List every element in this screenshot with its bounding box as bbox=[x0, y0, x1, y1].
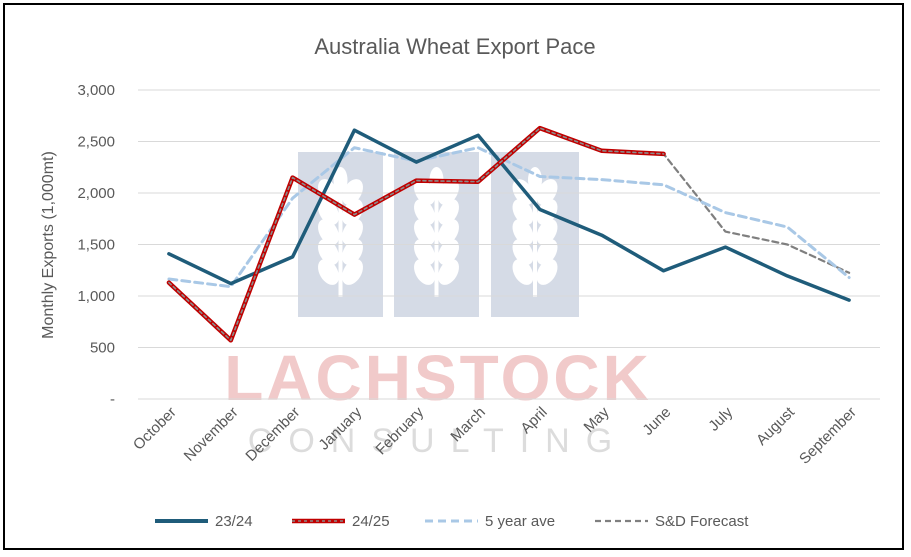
y-tick-label: 1,500 bbox=[77, 237, 115, 254]
legend-item-24-25: 24/25 bbox=[292, 513, 390, 530]
gridlines bbox=[138, 89, 880, 400]
y-tick-label: - bbox=[110, 391, 115, 408]
y-tick-label: 1,000 bbox=[77, 288, 115, 305]
legend-label: S&D Forecast bbox=[655, 513, 749, 530]
legend-item-5-year-ave: 5 year ave bbox=[425, 513, 555, 530]
y-tick-label: 3,000 bbox=[77, 82, 115, 99]
watermark-sub-text: CONSULTING bbox=[248, 422, 628, 460]
y-tick-label: 2,500 bbox=[77, 134, 115, 151]
legend: 23/24 24/25 5 year ave S&D Forecast bbox=[155, 513, 749, 530]
legend-label: 5 year ave bbox=[485, 513, 555, 530]
chart-title: Australia Wheat Export Pace bbox=[314, 34, 595, 59]
watermark-brand-text: LACHSTOCK bbox=[224, 342, 652, 414]
x-tick-label-july: July bbox=[705, 403, 736, 434]
y-tick-label: 2,000 bbox=[77, 185, 115, 202]
series-line-23-24 bbox=[167, 128, 851, 302]
y-tick-label: 500 bbox=[90, 340, 115, 357]
series-lines bbox=[166, 125, 851, 343]
legend-label: 23/24 bbox=[215, 513, 253, 530]
x-tick-label-august: August bbox=[753, 403, 799, 449]
watermark-emblem-panel bbox=[298, 152, 383, 317]
legend-item-s-d-forecast: S&D Forecast bbox=[595, 513, 749, 530]
watermark-emblem-panel bbox=[394, 152, 479, 317]
series-line-24-25-overlay bbox=[168, 127, 665, 342]
y-axis-label: Monthly Exports (1,000mt) bbox=[40, 151, 57, 339]
x-tick-label-september: September bbox=[796, 404, 860, 468]
y-axis-ticks: - 500 1,000 1,500 2,000 2,500 3,000 bbox=[77, 82, 115, 408]
series-line-5-year-ave bbox=[167, 146, 851, 289]
legend-item-23-24: 23/24 bbox=[155, 513, 253, 530]
legend-label: 24/25 bbox=[352, 513, 390, 530]
x-tick-label-october: October bbox=[130, 404, 180, 454]
x-tick-label-november: November bbox=[181, 404, 242, 465]
